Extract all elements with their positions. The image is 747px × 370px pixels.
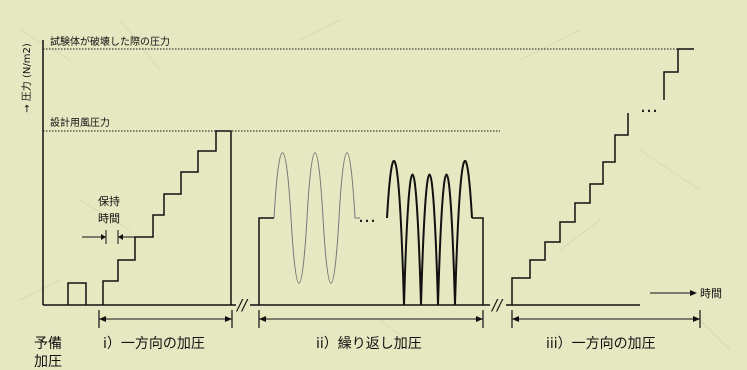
x-axis-label: 時間	[700, 287, 722, 300]
phase-2-cycles-light	[273, 152, 360, 284]
hold-time-label-line1: 保持	[98, 194, 120, 208]
phase-3-label: iii）一方向の加圧	[546, 336, 656, 352]
phase-3-span	[511, 310, 701, 328]
phase-2-cycles-dark	[386, 159, 473, 306]
preliminary-pulse	[67, 282, 87, 305]
phase-pre-label-line2: 加圧	[34, 354, 62, 370]
background-texture	[19, 19, 731, 351]
phase-3-ellipsis: …	[640, 96, 658, 117]
phase-3-staircase	[511, 113, 629, 305]
phase-pre-label-line1: 予備	[34, 336, 62, 352]
phase-3-staircase-top	[663, 48, 694, 100]
phase-1-staircase	[102, 130, 232, 305]
phase-1-label: i）一方向の加圧	[103, 336, 205, 352]
hold-time-arrowhead-left	[101, 234, 106, 240]
phase-1-span	[98, 310, 233, 328]
y-axis-label: → 圧力 (N/m2)	[20, 43, 33, 113]
phase-2-ellipsis: …	[358, 206, 376, 227]
phase-2-span	[258, 310, 484, 328]
axis-break-mark-2: //	[490, 296, 504, 314]
phase-2-label: ii）繰り返し加圧	[316, 336, 422, 352]
design-pressure-label: 設計用風圧力	[50, 116, 110, 129]
phase-2-cycle-envelope-left	[258, 217, 274, 305]
time-arrow-head	[690, 290, 697, 296]
hold-time-arrowhead-right	[118, 234, 123, 240]
phase-2-cycle-envelope-right	[472, 217, 484, 305]
axis-break-mark-1: //	[235, 296, 249, 314]
failure-pressure-label: 試験体が破壊した際の圧力	[50, 35, 170, 48]
hold-time-label-line2: 時間	[98, 212, 120, 225]
